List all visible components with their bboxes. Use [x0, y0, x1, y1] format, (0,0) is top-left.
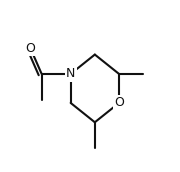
- Text: O: O: [25, 42, 35, 55]
- Text: O: O: [114, 96, 124, 109]
- Text: N: N: [66, 67, 75, 80]
